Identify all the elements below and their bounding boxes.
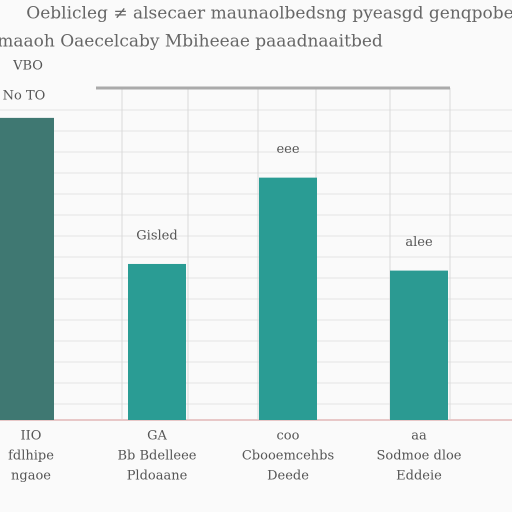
chart-subtitle: maaoh Oaecelcaby Mbiheeae paaadnaaitbed	[0, 32, 383, 52]
data-label: eee	[276, 142, 299, 157]
x-tick-label: Deede	[267, 469, 309, 484]
x-tick-label: Eddeie	[396, 469, 442, 484]
bar	[259, 177, 317, 420]
x-tick-label: coo	[277, 429, 300, 444]
x-tick-label: ngaoe	[11, 469, 51, 484]
x-tick-label: Cbooemcehbs	[242, 449, 334, 464]
annotation: VBO	[12, 59, 43, 74]
x-tick-label: aa	[411, 429, 427, 444]
bar	[0, 117, 54, 420]
data-label: alee	[405, 235, 433, 250]
x-tick-label: Pldoaane	[127, 469, 188, 484]
annotation: No TO	[3, 89, 46, 104]
x-tick-label: GA	[147, 429, 167, 444]
data-label: Gisled	[136, 228, 177, 243]
x-tick-label: IIO	[21, 429, 42, 444]
bar	[390, 270, 448, 420]
bars: Gisled eee alee	[0, 117, 448, 420]
chart-title: Oeblicleg ≠ alsecaer maunaolbedsng pyeas…	[26, 4, 512, 24]
bar	[128, 263, 186, 420]
x-tick-label: Bb Bdelleee	[118, 449, 197, 464]
x-tick-label: fdlhipe	[8, 449, 54, 464]
x-tick-label: Sodmoe dloe	[376, 449, 461, 464]
